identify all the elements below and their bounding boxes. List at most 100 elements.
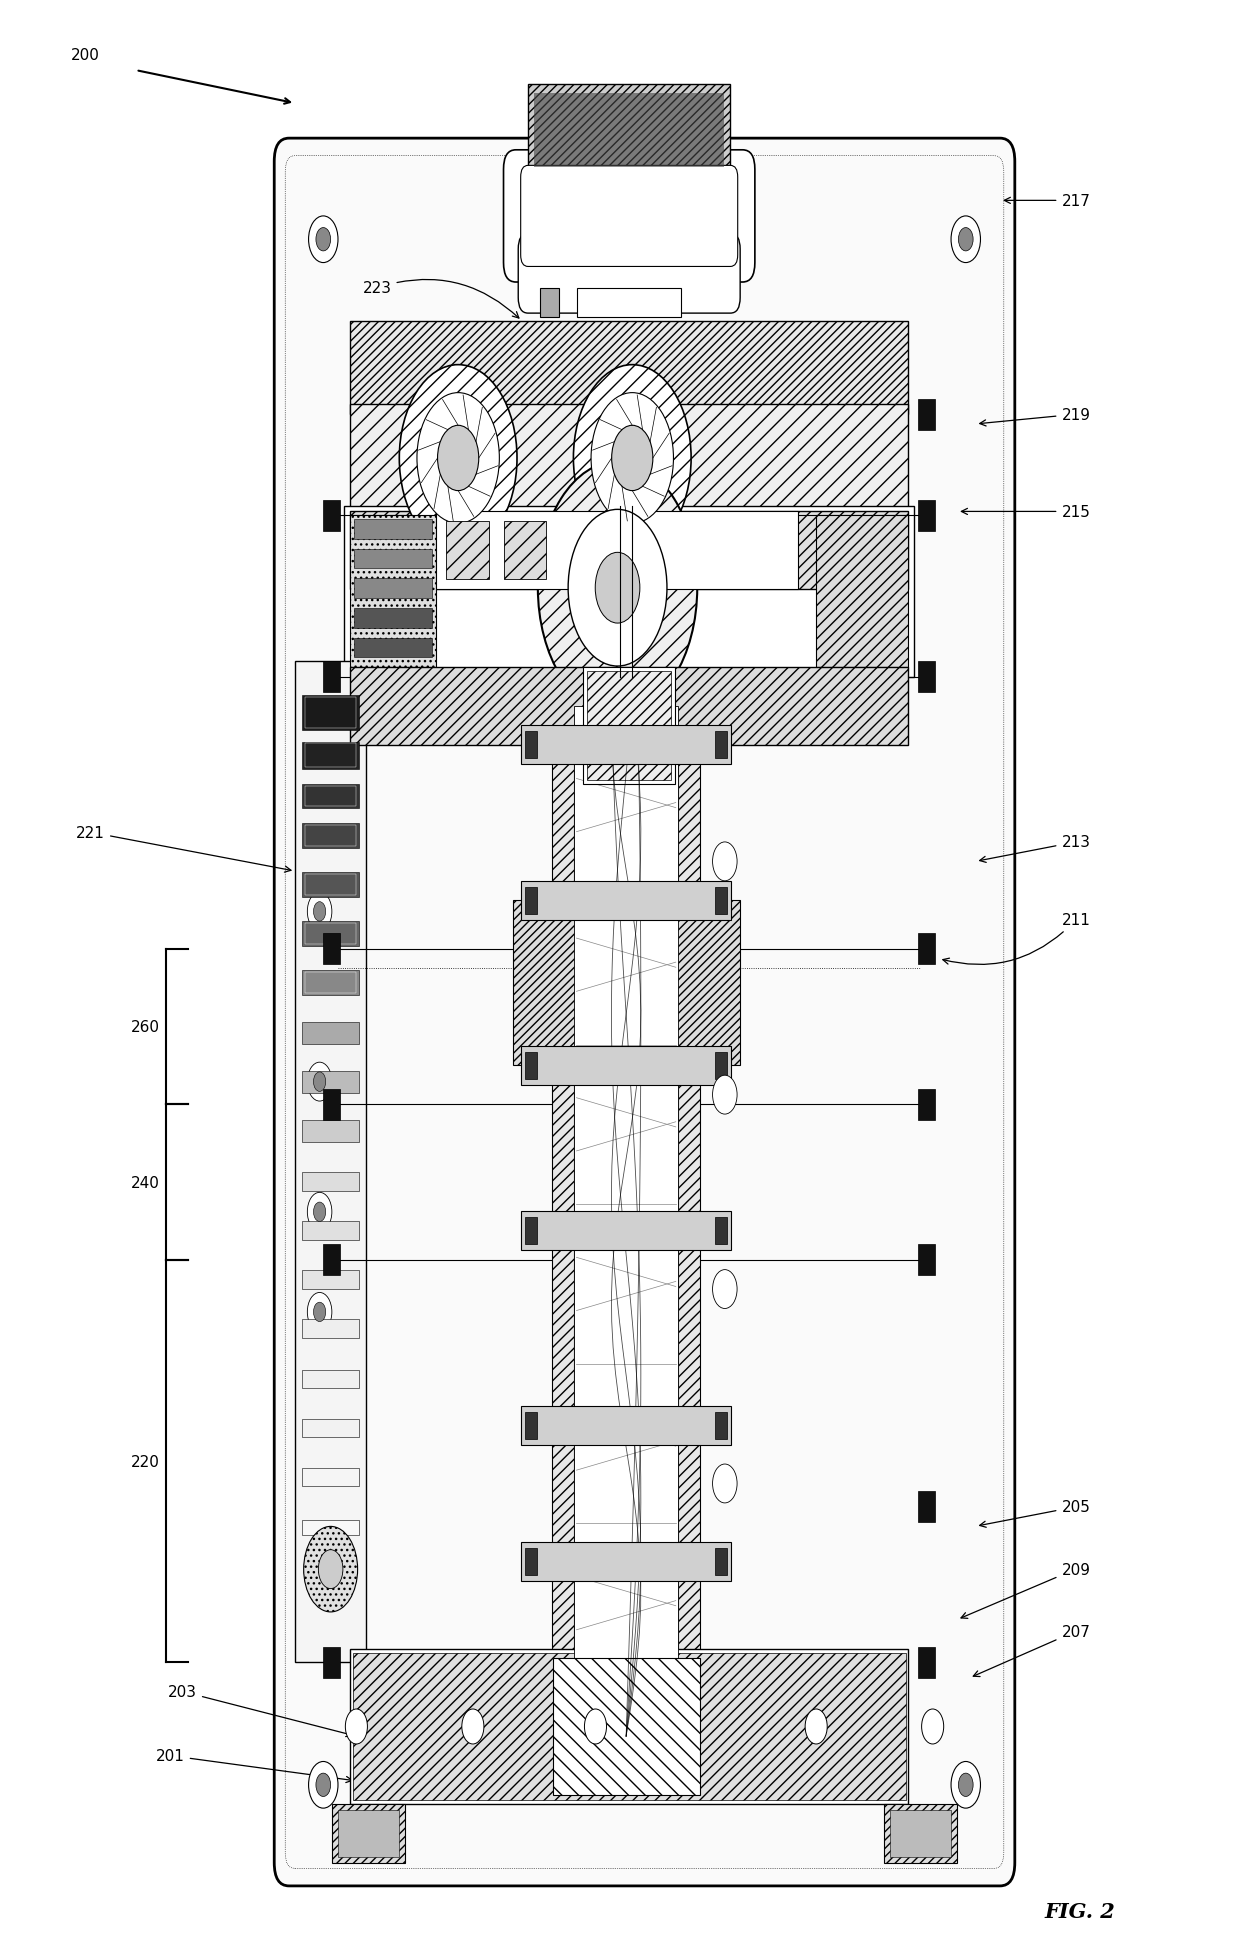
Bar [678, 687, 701, 1775]
Circle shape [304, 1526, 357, 1613]
Text: FIG. 2: FIG. 2 [1044, 1900, 1115, 1922]
Circle shape [308, 1294, 332, 1331]
Bar [577, 290, 681, 317]
Bar [525, 887, 537, 914]
Circle shape [308, 1063, 332, 1102]
Bar [332, 1804, 405, 1863]
Circle shape [316, 229, 331, 252]
Bar [303, 971, 358, 996]
Text: 219: 219 [980, 407, 1090, 427]
Bar [715, 732, 728, 759]
Bar [353, 521, 433, 540]
Text: 205: 205 [980, 1499, 1090, 1528]
Bar [303, 785, 358, 808]
Bar [305, 787, 356, 806]
Bar [350, 517, 436, 667]
Bar [521, 1405, 730, 1444]
Circle shape [951, 1761, 981, 1808]
Bar [305, 744, 356, 767]
Circle shape [959, 1773, 973, 1797]
Bar [715, 1411, 728, 1438]
Circle shape [461, 1708, 484, 1744]
Bar [552, 687, 574, 1775]
FancyBboxPatch shape [518, 235, 740, 313]
Bar [353, 550, 433, 569]
Circle shape [438, 427, 479, 491]
Bar [303, 873, 358, 896]
Bar [324, 1648, 341, 1677]
Circle shape [399, 366, 517, 552]
Bar [303, 922, 358, 947]
Circle shape [573, 366, 691, 552]
Bar [339, 1810, 399, 1857]
Text: 203: 203 [167, 1685, 352, 1736]
Text: 260: 260 [131, 1020, 160, 1035]
Bar [918, 1090, 935, 1119]
Bar [884, 1804, 957, 1863]
Bar [303, 1270, 358, 1290]
Text: 217: 217 [1004, 194, 1090, 209]
Text: 201: 201 [156, 1748, 352, 1783]
Bar [303, 1370, 358, 1388]
Circle shape [805, 1708, 827, 1744]
Bar [303, 824, 358, 847]
Text: 207: 207 [973, 1624, 1090, 1677]
Circle shape [595, 554, 640, 624]
Bar [521, 1542, 730, 1581]
Bar [303, 1024, 358, 1045]
Bar [534, 94, 724, 168]
Circle shape [538, 462, 697, 714]
Bar [512, 900, 739, 1067]
Text: 220: 220 [131, 1454, 160, 1470]
Bar [352, 1654, 905, 1800]
Bar [587, 671, 672, 781]
FancyBboxPatch shape [274, 139, 1014, 1887]
Circle shape [584, 1708, 606, 1744]
Bar [918, 1491, 935, 1523]
Bar [583, 667, 675, 785]
Bar [918, 661, 935, 693]
FancyBboxPatch shape [503, 151, 755, 284]
Bar [715, 1217, 728, 1245]
Bar [303, 1468, 358, 1485]
Bar [324, 933, 341, 965]
Bar [305, 826, 356, 845]
Circle shape [316, 1773, 331, 1797]
Bar [521, 881, 730, 920]
Bar [436, 513, 797, 589]
Bar [553, 1660, 699, 1795]
Bar [918, 1245, 935, 1276]
Bar [295, 661, 366, 1663]
Text: 211: 211 [942, 912, 1090, 965]
Circle shape [713, 1464, 737, 1503]
Bar [303, 1419, 358, 1436]
Bar [303, 1172, 358, 1192]
Circle shape [611, 427, 652, 491]
FancyBboxPatch shape [521, 166, 738, 268]
Bar [305, 699, 356, 728]
Bar [525, 1548, 537, 1575]
Circle shape [951, 217, 981, 264]
Bar [324, 501, 341, 532]
Bar [303, 1221, 358, 1241]
Bar [353, 609, 433, 628]
Text: 200: 200 [71, 49, 99, 63]
Circle shape [921, 1708, 944, 1744]
Text: 221: 221 [76, 826, 291, 873]
Circle shape [314, 902, 326, 922]
Circle shape [417, 393, 500, 524]
Circle shape [308, 1192, 332, 1231]
Bar [350, 513, 908, 589]
Circle shape [309, 1761, 339, 1808]
Bar [525, 732, 537, 759]
Bar [715, 1053, 728, 1080]
Bar [345, 507, 914, 677]
Circle shape [314, 1303, 326, 1321]
Text: 213: 213 [980, 836, 1090, 863]
Circle shape [568, 511, 667, 667]
Bar [303, 1319, 358, 1339]
Bar [503, 523, 547, 579]
Bar [521, 1047, 730, 1086]
Bar [350, 1650, 908, 1804]
Bar [305, 924, 356, 945]
